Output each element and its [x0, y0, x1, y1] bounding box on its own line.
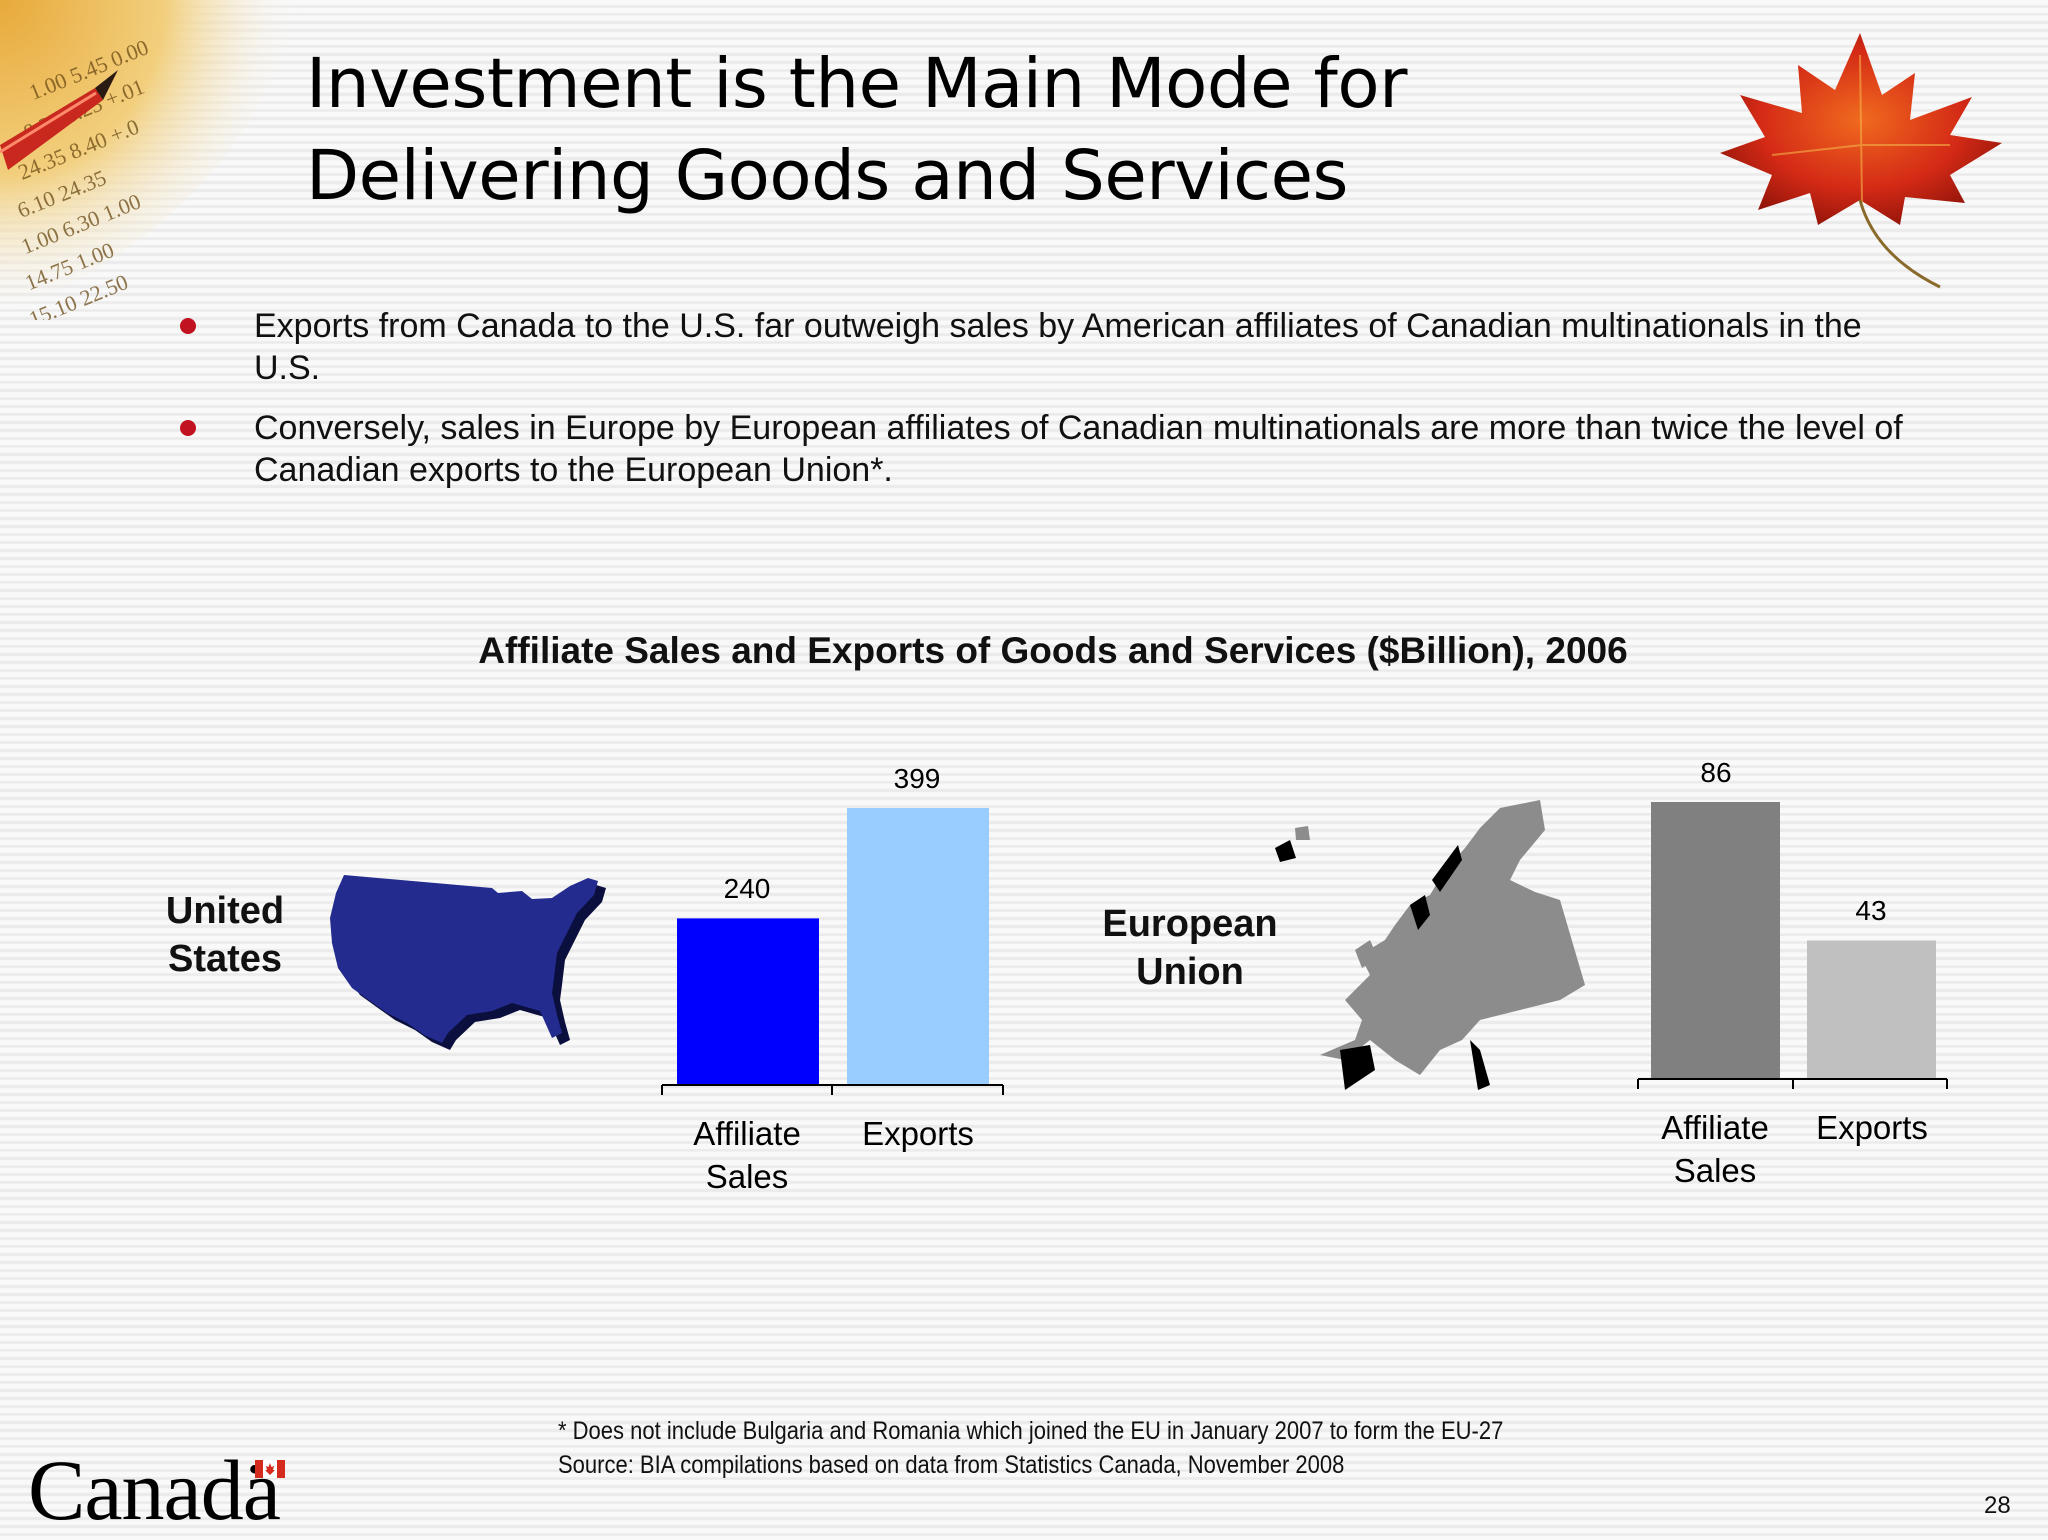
- slide-title: Investment is the Main Mode for Deliveri…: [306, 44, 1407, 216]
- canada-flag-icon: [255, 1460, 285, 1478]
- europe-map-icon: [1275, 800, 1585, 1090]
- footnote: * Does not include Bulgaria and Romania …: [558, 1414, 1503, 1482]
- bar-exports: [847, 808, 989, 1085]
- x-tick-label: Affiliate Sales: [1661, 1109, 1769, 1189]
- bar-affiliate-sales: [1651, 802, 1780, 1079]
- us-map-icon: [330, 875, 606, 1050]
- region-label-european-union: European Union: [1102, 903, 1278, 993]
- data-label: 399: [894, 763, 941, 794]
- pen-decoration: [0, 70, 118, 170]
- x-tick-label: Affiliate Sales: [693, 1115, 801, 1195]
- maple-leaf-icon: [1720, 33, 2002, 289]
- bar-exports: [1807, 940, 1936, 1079]
- region-label-united-states: United States: [165, 890, 285, 980]
- data-label: 240: [724, 873, 771, 904]
- chart-title: Affiliate Sales and Exports of Goods and…: [478, 630, 1628, 671]
- bullet-icon: [180, 420, 196, 436]
- data-label: 86: [1700, 757, 1731, 788]
- x-tick-label: Exports: [1816, 1109, 1928, 1146]
- data-label: 43: [1855, 895, 1886, 926]
- canada-wordmark: Canadä: [28, 1442, 281, 1538]
- bullet-icon: [180, 318, 196, 334]
- page-number: 28: [1984, 1492, 2011, 1519]
- bullet-text: Conversely, sales in Europe by European …: [254, 409, 1903, 489]
- bullet-list: Exports from Canada to the U.S. far outw…: [176, 305, 1936, 509]
- us-bar-chart: 240 399 Affiliate Sales Exports: [661, 763, 1004, 1195]
- bullet-text: Exports from Canada to the U.S. far outw…: [254, 307, 1862, 387]
- bullet-item: Conversely, sales in Europe by European …: [176, 407, 1936, 491]
- bar-affiliate-sales: [677, 918, 819, 1085]
- finance-ticker-decoration: 1.00 5.45 0.00 8.30 0.23 +.01 24.35 8.40…: [0, 0, 300, 320]
- eu-bar-chart: 86 43 Affiliate Sales Exports: [1637, 757, 1948, 1189]
- x-tick-label: Exports: [862, 1115, 974, 1152]
- footnote-text: * Does not include Bulgaria and Romania …: [558, 1417, 1504, 1445]
- source-text: Source: BIA compilations based on data f…: [558, 1451, 1345, 1479]
- bullet-item: Exports from Canada to the U.S. far outw…: [176, 305, 1936, 389]
